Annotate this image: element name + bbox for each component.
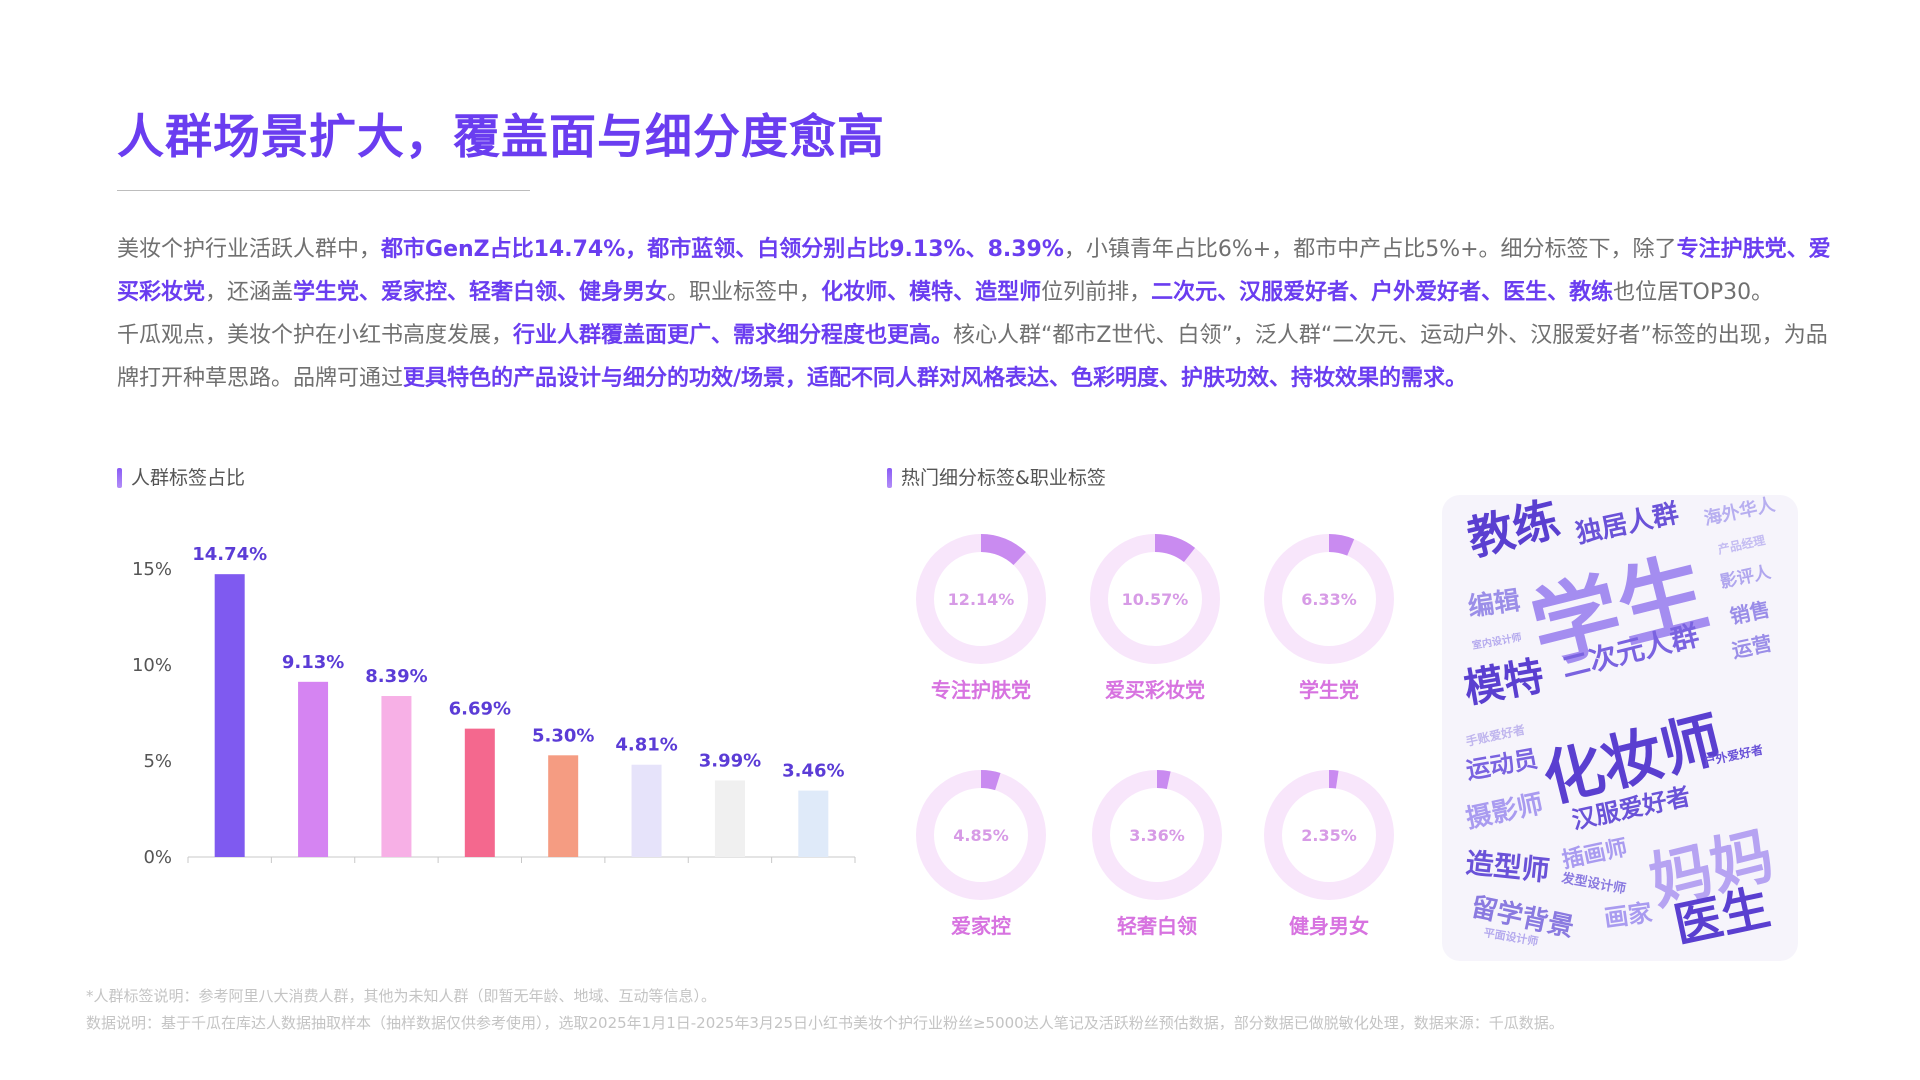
bar (798, 790, 829, 857)
body-text-run: 美妆个护行业活跃人群中， (117, 237, 382, 262)
y-tick-label: 5% (143, 751, 172, 772)
title-divider (117, 190, 530, 191)
bar (631, 764, 662, 857)
donut-label: 轻奢白领 (1117, 914, 1197, 938)
body-text-run: 核心人群“都市Z世代、白领”，泛人群“二次元、运动户外、汉服爱好者”标签的出现，… (117, 323, 1828, 391)
body-text-run: 也位居TOP30。 (1613, 280, 1774, 305)
word-cloud-tag: 模特 (1460, 653, 1548, 713)
donut-arc (1154, 534, 1196, 563)
y-tick-label: 10% (132, 655, 172, 676)
word-cloud-tag: 造型师 (1464, 846, 1552, 888)
donut-chart: 12.14% (916, 534, 1046, 664)
bar-value-label: 9.13% (282, 652, 344, 673)
body-text-run: ，小镇青年占比6%+，都市中产占比5%+。细分标签下，除了 (1063, 237, 1677, 262)
bar (214, 574, 245, 857)
section-label-crowd-share: 人群标签占比 (117, 467, 245, 489)
paragraph-1: 美妆个护行业活跃人群中，都市GenZ占比14.74%，都市蓝领、白领分别占比9.… (117, 228, 1842, 314)
donut-label: 爱家控 (951, 914, 1011, 938)
highlight-text: 学生党、爱家控、轻奢白领、健身男女 (293, 280, 668, 305)
word-cloud-tag: 编辑 (1466, 585, 1522, 623)
y-tick-label: 0% (143, 847, 172, 868)
donut-arc (980, 534, 1026, 566)
donut-value-label: 10.57% (1122, 590, 1189, 609)
donut-item: 3.36% 轻奢白领 (1082, 768, 1232, 939)
page-title: 人群场景扩大，覆盖面与细分度愈高 (117, 110, 885, 165)
word-cloud-tag: 影评人 (1718, 562, 1773, 593)
section-label-hot-tags: 热门细分标签&职业标签 (887, 467, 1106, 489)
bar-value-label: 3.99% (699, 750, 761, 771)
body-text-run: 。职业标签中， (667, 280, 822, 305)
word-cloud-tag: 销售 (1727, 596, 1772, 629)
word-cloud-tag: 海外华人 (1702, 495, 1777, 530)
donut-chart: 2.35% (1264, 770, 1394, 900)
tag-word-cloud: 教练 独居人群 海外华人 产品经理 影评人 学生 销售 编辑 室内设计师 运营 模特 二次元人群 手账爱… (1442, 495, 1798, 961)
footnote-data-source: 数据说明：基于千瓜在库达人数据抽取样本（抽样数据仅供参考使用），选取2025年1… (86, 1014, 1564, 1032)
donut-chart: 6.33% (1264, 534, 1394, 664)
donut-item: 10.57% 爱买彩妆党 (1080, 532, 1230, 703)
donut-arc (1328, 770, 1339, 789)
word-cloud-tag: 运营 (1729, 630, 1774, 663)
highlight-text: 专注护肤党、爱买彩妆党 (117, 237, 1831, 305)
donut-item: 4.85% 爱家控 (906, 768, 1056, 939)
bar-value-label: 6.69% (449, 699, 511, 720)
bar (464, 728, 495, 857)
body-text-run: ，还涵盖 (205, 280, 294, 305)
bar (298, 681, 329, 857)
bar-value-label: 8.39% (365, 666, 427, 687)
word-cloud-tag: 画家 (1602, 898, 1654, 933)
crowd-share-bar-chart: 0% 5% 10% 15% 14.74% 9.13% 8.39% 6.69% 5.30% 4.81… (132, 544, 856, 868)
donut-value-label: 4.85% (953, 826, 1009, 845)
bar-value-label: 14.74% (192, 544, 267, 565)
donut-arc (1328, 534, 1355, 556)
body-text-run: 千瓜观点，美妆个护在小红书高度发展， (117, 323, 514, 348)
bar-value-label: 3.46% (782, 761, 844, 782)
donut-item: 6.33% 学生党 (1254, 532, 1404, 703)
bar-value-label: 5.30% (532, 725, 594, 746)
donut-chart: 4.85% (916, 770, 1046, 900)
donut-label: 爱买彩妆党 (1105, 678, 1205, 702)
highlight-text: 二次元、汉服爱好者、户外爱好者、医生、教练 (1151, 280, 1614, 305)
donut-value-label: 2.35% (1301, 826, 1357, 845)
bar (714, 780, 745, 857)
bar (548, 755, 579, 857)
donut-label: 健身男女 (1289, 914, 1369, 938)
donut-value-label: 6.33% (1301, 590, 1357, 609)
highlight-text: 都市GenZ占比14.74%，都市蓝领、白领分别占比9.13%、8.39% (381, 237, 1064, 262)
highlight-text: 行业人群覆盖面更广、需求细分程度也更高。 (513, 323, 954, 348)
highlight-text: 更具特色的产品设计与细分的功效/场景，适配不同人群对风格表达、色彩明度、护肤功效… (403, 366, 1468, 391)
bar (381, 696, 412, 857)
donut-arc (1156, 770, 1171, 790)
description-text: 美妆个护行业活跃人群中，都市GenZ占比14.74%，都市蓝领、白领分别占比9.… (117, 228, 1842, 400)
donut-chart: 10.57% (1090, 534, 1220, 664)
bar-value-label: 4.81% (615, 735, 677, 756)
donut-value-label: 12.14% (948, 590, 1015, 609)
donut-label: 专注护肤党 (931, 678, 1031, 702)
word-cloud-tag: 摄影师 (1463, 789, 1546, 835)
donut-value-label: 3.36% (1129, 826, 1185, 845)
paragraph-2: 千瓜观点，美妆个护在小红书高度发展，行业人群覆盖面更广、需求细分程度也更高。核心… (117, 314, 1842, 400)
footnote-crowd-tags: *人群标签说明：参考阿里八大消费人群，其他为未知人群（即暂无年龄、地域、互动等信… (86, 987, 717, 1005)
word-cloud-tag: 产品经理 (1716, 533, 1767, 557)
donut-arc (980, 770, 1001, 791)
donut-label: 学生党 (1299, 678, 1359, 702)
word-cloud-tag: 发型设计师 (1560, 871, 1627, 898)
donut-item: 2.35% 健身男女 (1254, 768, 1404, 939)
highlight-text: 化妆师、模特、造型师 (821, 280, 1042, 305)
donut-chart: 3.36% (1092, 770, 1222, 900)
body-text-run: 位列前排， (1041, 280, 1152, 305)
donut-item: 12.14% 专注护肤党 (906, 532, 1056, 703)
y-tick-label: 15% (132, 559, 172, 580)
